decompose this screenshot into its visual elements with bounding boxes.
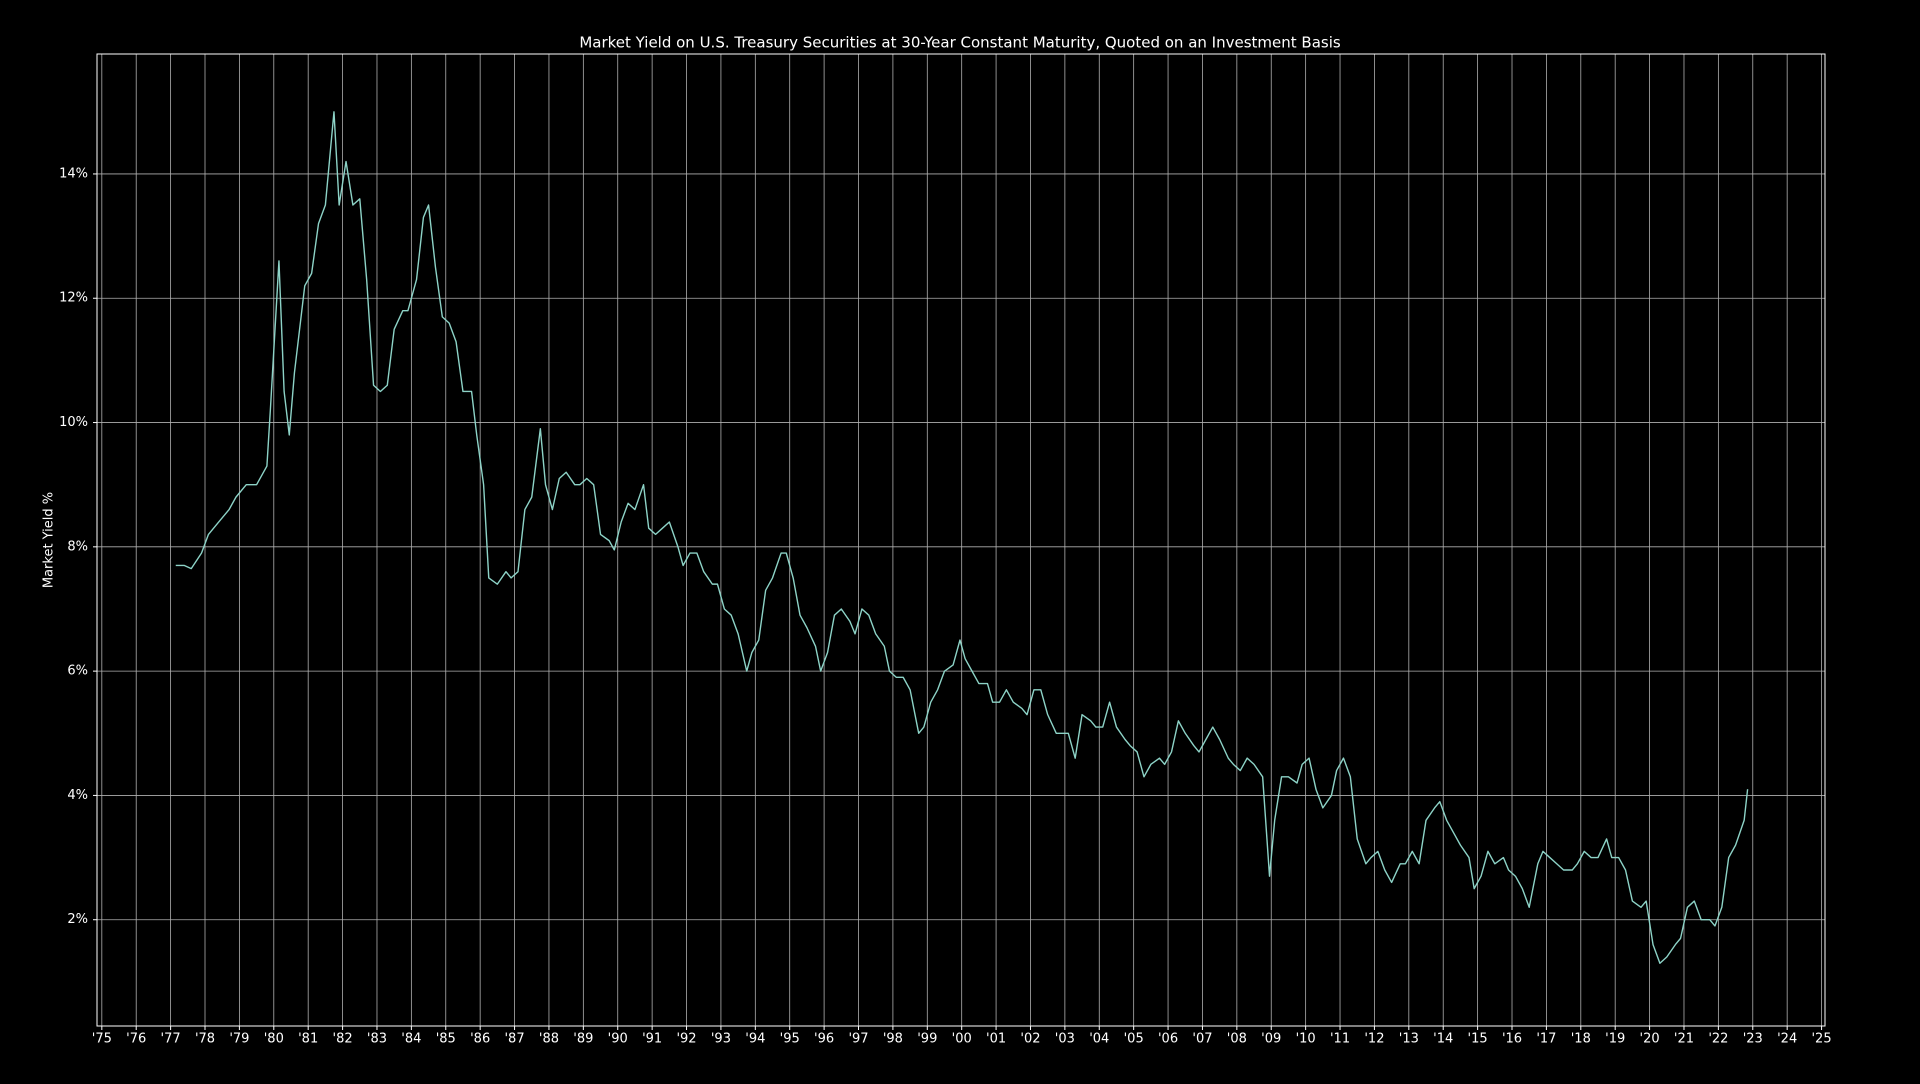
y-tick-label: 2% (67, 912, 88, 927)
y-tick-label: 4% (67, 788, 88, 803)
x-tick-label: '00 (952, 1032, 972, 1047)
x-tick-label: '94 (745, 1032, 765, 1047)
x-tick-label: '76 (126, 1032, 146, 1047)
y-tick-label: 14% (59, 166, 88, 181)
y-axis-label: Market Yield % (42, 492, 57, 588)
x-tick-label: '91 (642, 1032, 662, 1047)
x-tick-label: '08 (1227, 1032, 1247, 1047)
x-tick-label: '85 (436, 1032, 456, 1047)
x-tick-label: '09 (1261, 1032, 1281, 1047)
x-tick-label: '97 (848, 1032, 868, 1047)
x-tick-label: '80 (264, 1032, 284, 1047)
x-tick-label: '16 (1502, 1032, 1522, 1047)
x-tick-label: '81 (298, 1032, 318, 1047)
x-tick-label: '86 (470, 1032, 490, 1047)
x-tick-label: '18 (1571, 1032, 1591, 1047)
x-tick-label: '95 (780, 1032, 800, 1047)
x-tick-label: '19 (1605, 1032, 1625, 1047)
x-tick-label: '06 (1158, 1032, 1178, 1047)
x-tick-label: '83 (367, 1032, 387, 1047)
x-tick-label: '88 (539, 1032, 559, 1047)
x-tick-label: '92 (676, 1032, 696, 1047)
x-tick-label: '02 (1020, 1032, 1040, 1047)
x-tick-label: '17 (1536, 1032, 1556, 1047)
chart-title: Market Yield on U.S. Treasury Securities… (579, 34, 1341, 52)
x-tick-label: '89 (573, 1032, 593, 1047)
x-tick-label: '24 (1777, 1032, 1797, 1047)
x-tick-label: '07 (1192, 1032, 1212, 1047)
x-tick-label: '12 (1364, 1032, 1384, 1047)
x-tick-label: '22 (1708, 1032, 1728, 1047)
y-tick-label: 10% (59, 415, 88, 430)
x-tick-label: '99 (917, 1032, 937, 1047)
x-tick-label: '21 (1674, 1032, 1694, 1047)
x-tick-label: '87 (504, 1032, 524, 1047)
x-tick-label: '90 (608, 1032, 628, 1047)
x-tick-label: '01 (986, 1032, 1006, 1047)
x-tick-label: '11 (1330, 1032, 1350, 1047)
y-tick-label: 6% (67, 664, 88, 679)
x-tick-label: '20 (1640, 1032, 1660, 1047)
x-tick-label: '75 (92, 1032, 112, 1047)
y-tick-label: 12% (59, 291, 88, 306)
x-tick-label: '14 (1433, 1032, 1453, 1047)
x-tick-label: '10 (1296, 1032, 1316, 1047)
x-tick-label: '93 (711, 1032, 731, 1047)
x-tick-label: '78 (195, 1032, 215, 1047)
x-tick-label: '04 (1089, 1032, 1109, 1047)
x-tick-label: '23 (1743, 1032, 1763, 1047)
x-tick-label: '96 (814, 1032, 834, 1047)
x-tick-label: '82 (333, 1032, 353, 1047)
x-tick-label: '03 (1055, 1032, 1075, 1047)
x-tick-label: '15 (1468, 1032, 1488, 1047)
plot-frame (96, 53, 1826, 1027)
x-tick-label: '13 (1399, 1032, 1419, 1047)
data-line (175, 111, 1749, 964)
x-tick-label: '84 (401, 1032, 421, 1047)
x-tick-label: '98 (883, 1032, 903, 1047)
x-tick-label: '77 (161, 1032, 181, 1047)
x-tick-label: '79 (229, 1032, 249, 1047)
y-tick-label: 8% (67, 539, 88, 554)
x-tick-label: '25 (1811, 1032, 1831, 1047)
x-tick-label: '05 (1124, 1032, 1144, 1047)
